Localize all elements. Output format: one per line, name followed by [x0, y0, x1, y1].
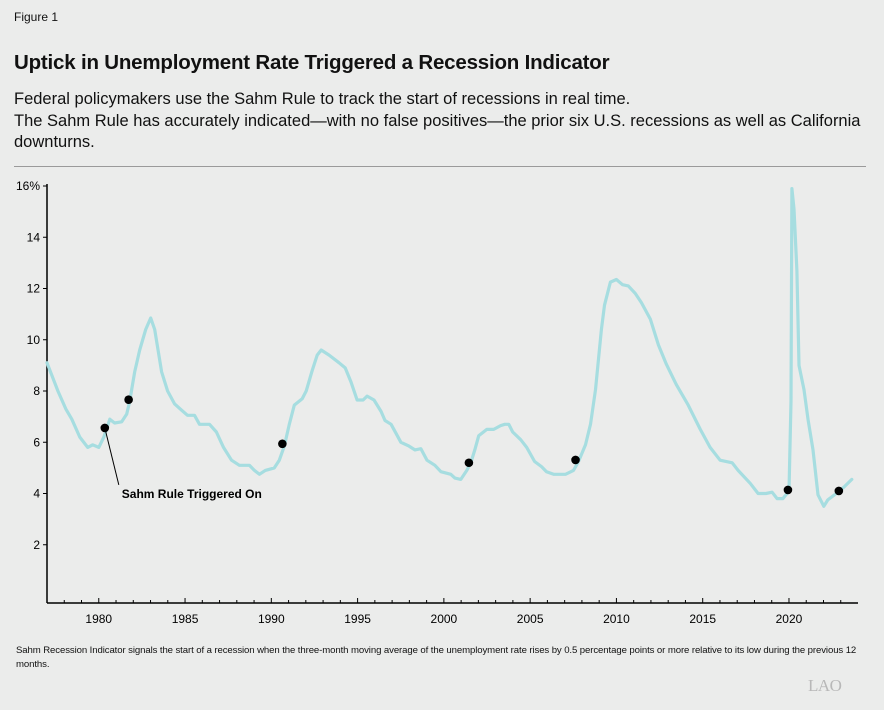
x-tick-label: 2005 [517, 612, 544, 626]
y-tick-label: 8 [33, 384, 40, 398]
sahm-trigger-marker [834, 486, 844, 496]
series-line-unemployment [45, 187, 854, 508]
sahm-trigger-marker [464, 458, 474, 468]
axes: 16% 14 12 10 8 6 4 2 1980 1985 1990 1995 2000 2005 201… [16, 179, 858, 626]
y-tick-label: 6 [33, 435, 40, 449]
footnote: Sahm Recession Indicator signals the sta… [16, 645, 857, 670]
plot-area [45, 187, 854, 508]
annotation-label: Sahm Rule Triggered On [122, 487, 262, 501]
x-tick-label: 2020 [776, 612, 803, 626]
x-tick-label: 1980 [85, 612, 112, 626]
x-tick-label: 2010 [603, 612, 630, 626]
x-tick-label: 2000 [431, 612, 458, 626]
sahm-trigger-marker [783, 485, 793, 495]
sahm-trigger-marker [278, 439, 287, 449]
y-tick-label: 2 [33, 538, 40, 552]
subtitle-line-1: Federal policymakers use the Sahm Rule t… [14, 90, 631, 108]
figure-label: Figure 1 [14, 10, 59, 24]
y-tick-label: 16% [16, 179, 40, 193]
lao-logo: LAO [808, 676, 842, 695]
chart-title: Uptick in Unemployment Rate Triggered a … [14, 51, 610, 74]
x-tick-label: 2015 [689, 612, 716, 626]
y-tick-label: 12 [27, 282, 41, 296]
x-tick-label: 1995 [344, 612, 371, 626]
x-tick-label: 1990 [258, 612, 285, 626]
chart-subtitle: Federal policymakers use the Sahm Rule t… [14, 89, 874, 154]
x-tick-label: 1985 [172, 612, 199, 626]
sahm-trigger-marker [124, 395, 133, 405]
annotation-leader-line [104, 427, 120, 486]
y-tick-label: 4 [33, 487, 40, 501]
sahm-trigger-marker [571, 455, 580, 465]
y-tick-label: 14 [27, 230, 41, 244]
y-tick-label: 10 [27, 333, 41, 347]
subtitle-line-2: The Sahm Rule has accurately indicated—w… [14, 111, 861, 152]
divider [14, 166, 866, 167]
